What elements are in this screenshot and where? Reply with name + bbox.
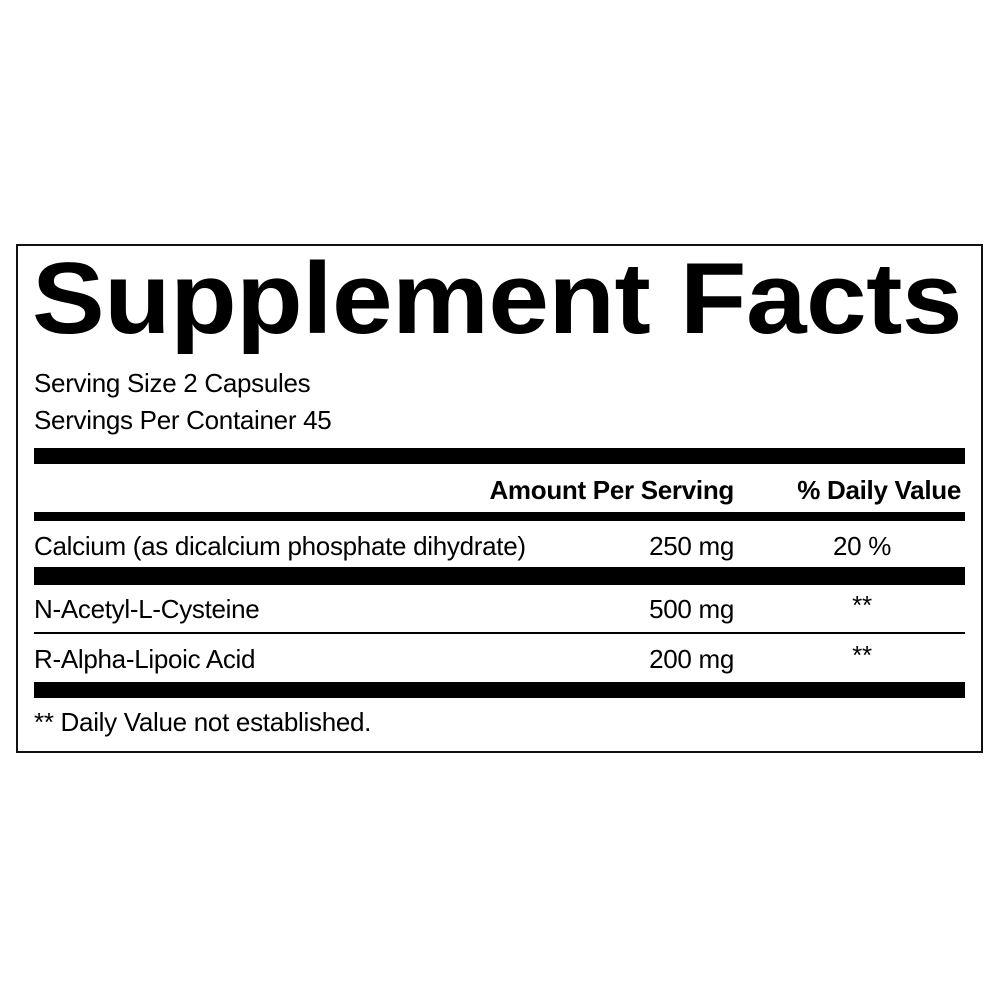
nutrient-name: R-Alpha-Lipoic Acid [34, 644, 256, 674]
nutrient-amount: 200 mg [649, 644, 734, 674]
thick-divider [34, 448, 965, 464]
nutrient-dv: ** [852, 640, 872, 670]
daily-value-header: % Daily Value [797, 475, 961, 505]
row-divider-thick [34, 567, 965, 585]
servings-per-container: Servings Per Container 45 [34, 405, 332, 435]
nutrient-dv: 20 % [832, 531, 892, 561]
nutrient-name: N-Acetyl-L-Cysteine [34, 594, 260, 624]
row-divider-thin [34, 632, 965, 634]
amount-header: Amount Per Serving [489, 475, 734, 505]
nutrient-dv: ** [852, 590, 872, 620]
footnote: ** Daily Value not established. [34, 707, 372, 737]
supplement-facts-panel [16, 244, 983, 753]
panel-title: Supplement Facts [32, 243, 962, 355]
bottom-divider [34, 682, 965, 698]
nutrient-name: Calcium (as dicalcium phosphate dihydrat… [34, 531, 526, 561]
serving-size: Serving Size 2 Capsules [34, 368, 311, 398]
header-divider [34, 512, 965, 521]
nutrient-amount: 500 mg [649, 594, 734, 624]
nutrient-amount: 250 mg [649, 531, 734, 561]
